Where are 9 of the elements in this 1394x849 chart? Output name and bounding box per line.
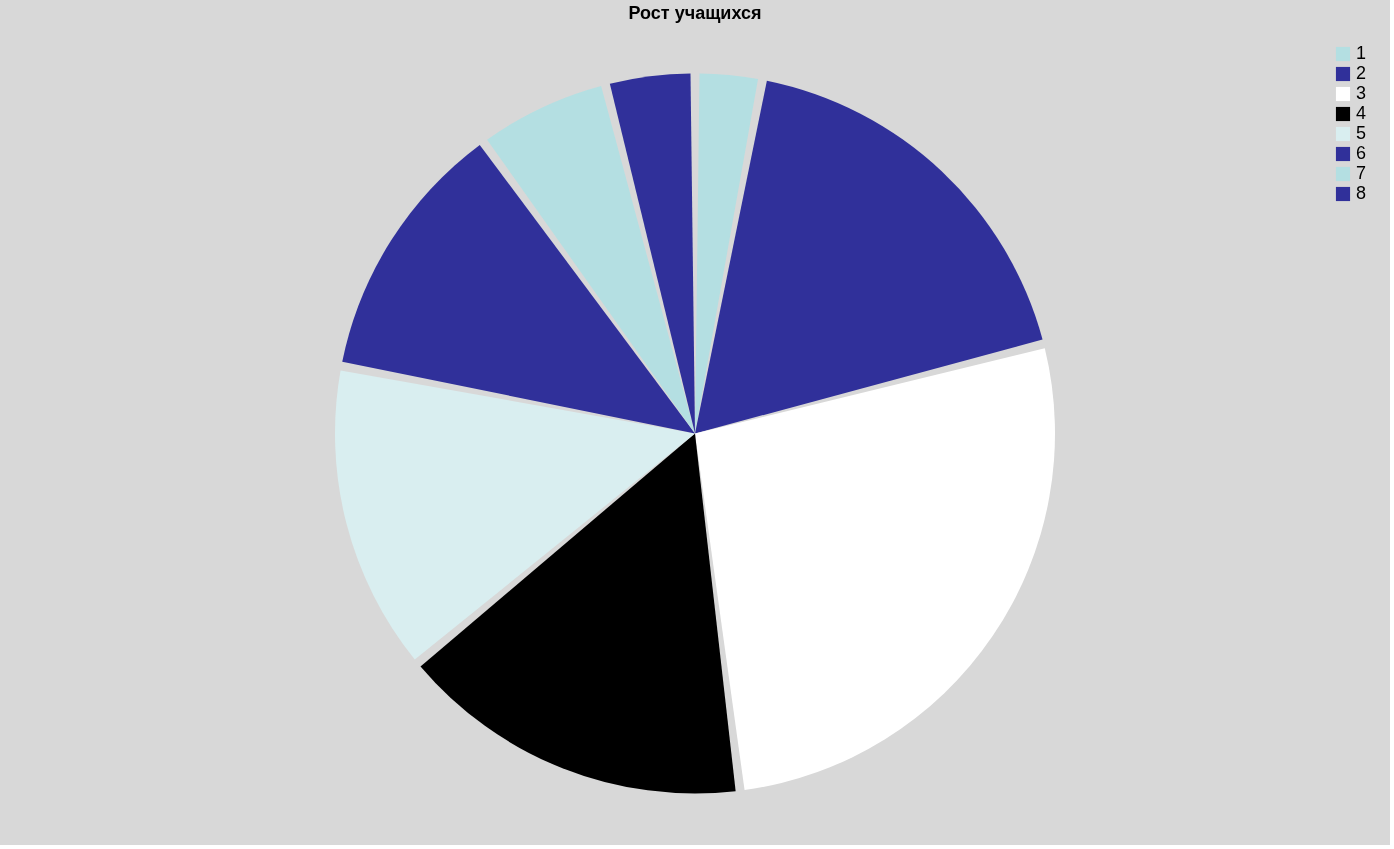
- legend-label: 4: [1356, 103, 1367, 123]
- legend-label: 8: [1356, 183, 1367, 203]
- legend-label: 3: [1356, 83, 1367, 103]
- legend-label: 6: [1356, 143, 1367, 163]
- legend-label: 2: [1356, 63, 1367, 83]
- legend-label: 1: [1356, 43, 1367, 63]
- legend-label: 7: [1356, 163, 1367, 183]
- chart-title: Рост учащихся: [628, 3, 762, 23]
- legend-label: 5: [1356, 123, 1367, 143]
